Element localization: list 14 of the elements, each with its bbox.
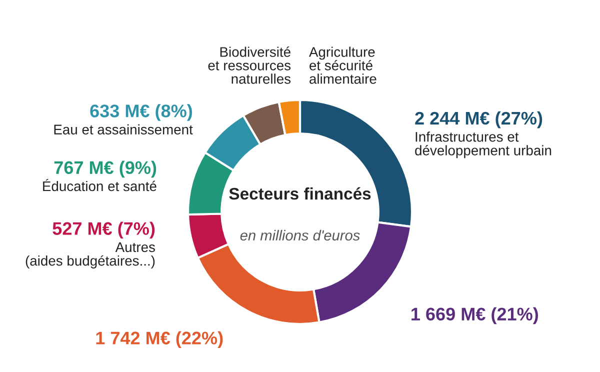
- data-label: 633 M€ (8%): [90, 104, 192, 121]
- slice-label: Autres (aides budgétaires...): [26, 242, 155, 268]
- text: Secteurs financés: [229, 187, 371, 200]
- slice-label: Éducation et santé: [43, 178, 156, 192]
- data-label: 2 244 M€ (27%): [415, 111, 542, 128]
- data-label: 767 M€ (9%): [54, 160, 156, 178]
- slice-label: Eau et assainissement: [54, 124, 193, 134]
- data-label: 1 669 M€ (21%): [412, 307, 538, 324]
- text: en millions d'euros: [240, 230, 360, 241]
- slice-label: Biodiversité et ressources naturelles: [208, 46, 291, 84]
- data-label: 1 742 M€ (22%): [96, 331, 223, 348]
- slice-label: Infrastructures et développement urbain: [415, 132, 552, 158]
- data-label: 527 M€ (7%): [52, 222, 155, 239]
- slice-label: Agriculture et sécurité alimentaire: [308, 46, 376, 84]
